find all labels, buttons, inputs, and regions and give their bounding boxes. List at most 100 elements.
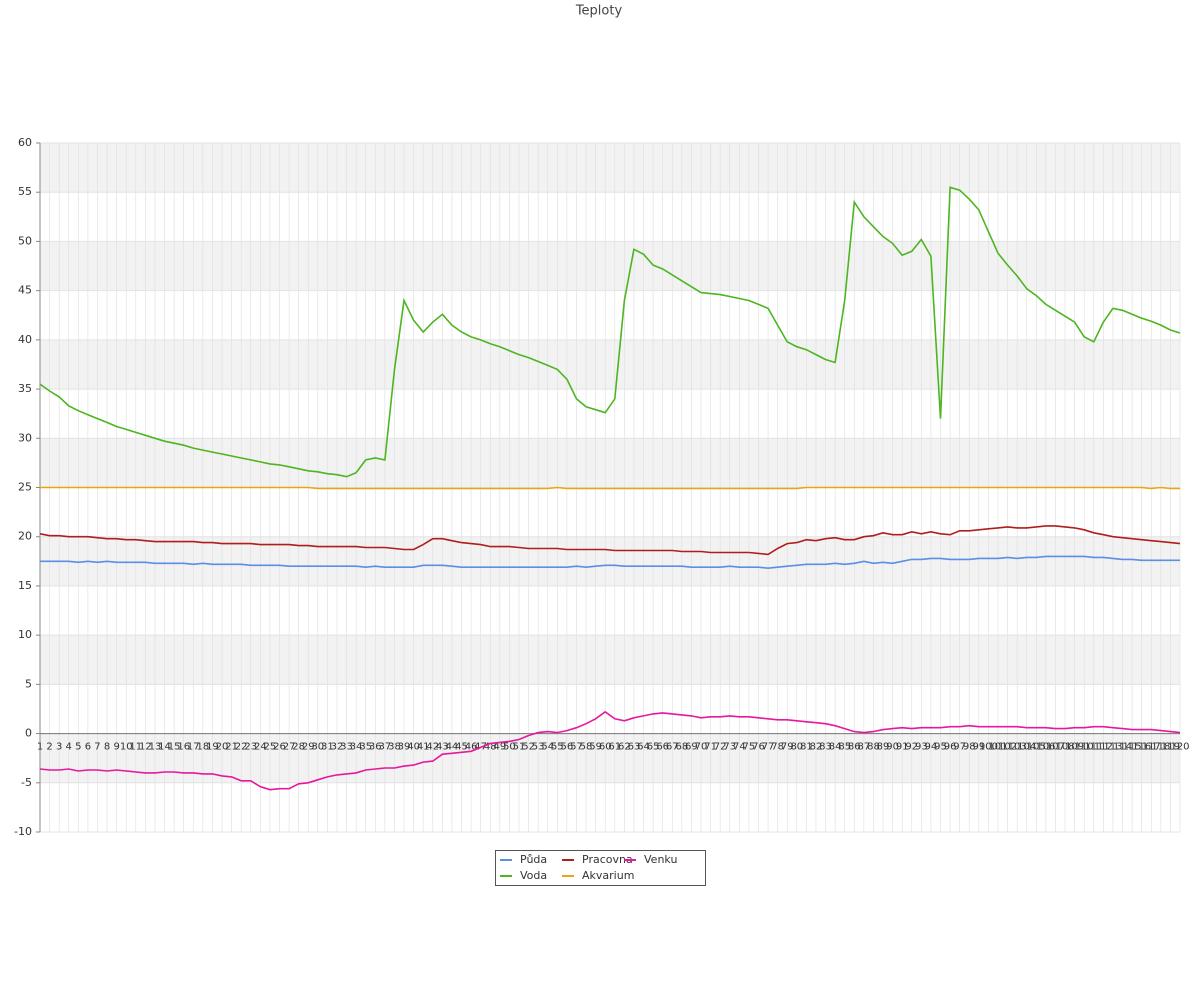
legend-label: Voda bbox=[520, 869, 547, 882]
series-line bbox=[40, 486, 1180, 490]
x-tick-label: 36 bbox=[369, 742, 382, 753]
x-tick-label: 61 bbox=[608, 742, 621, 753]
x-tick-label: 53 bbox=[532, 742, 545, 753]
x-tick-label: 60 bbox=[599, 742, 612, 753]
x-tick-label: 55 bbox=[551, 742, 564, 753]
x-tick-label: 75 bbox=[743, 742, 756, 753]
x-tick-label: 97 bbox=[953, 742, 966, 753]
x-tick-label: 45 bbox=[455, 742, 468, 753]
x-tick-label: 67 bbox=[666, 742, 679, 753]
grid-band bbox=[40, 635, 1180, 685]
x-tick-label: 65 bbox=[647, 742, 660, 753]
x-tick-label: 90 bbox=[886, 742, 899, 753]
x-tick-label: 35 bbox=[359, 742, 372, 753]
y-tick-label: 15 bbox=[18, 579, 32, 592]
series-line bbox=[39, 186, 1181, 478]
x-tick-label: 28 bbox=[292, 742, 305, 753]
x-tick-label: 86 bbox=[848, 742, 861, 753]
x-tick-label: 37 bbox=[379, 742, 392, 753]
grid-band bbox=[40, 536, 1180, 586]
x-tick-label: 99 bbox=[972, 742, 985, 753]
legend-label: Venku bbox=[644, 853, 677, 866]
x-tick-label: 39 bbox=[398, 742, 411, 753]
x-tick-label: 62 bbox=[618, 742, 631, 753]
x-tick-label: 10 bbox=[120, 742, 133, 753]
x-tick-label: 52 bbox=[522, 742, 535, 753]
x-tick-label: 30 bbox=[311, 742, 324, 753]
x-tick-label: 85 bbox=[838, 742, 851, 753]
x-tick-label: 92 bbox=[905, 742, 918, 753]
x-tick-label: 74 bbox=[733, 742, 746, 753]
x-tick-label: 3 bbox=[56, 742, 62, 753]
x-tick-label: 91 bbox=[896, 742, 909, 753]
x-tick-label: 56 bbox=[561, 742, 574, 753]
x-tick-label: 23 bbox=[244, 742, 257, 753]
x-tick-label: 21 bbox=[225, 742, 238, 753]
x-tick-label: 114 bbox=[1113, 742, 1132, 753]
y-tick-label: 10 bbox=[18, 628, 32, 641]
x-tick-label: 111 bbox=[1084, 742, 1103, 753]
x-tick-label: 120 bbox=[1170, 742, 1189, 753]
x-tick-label: 80 bbox=[790, 742, 803, 753]
y-tick-label: 45 bbox=[18, 284, 32, 297]
x-tick-label: 68 bbox=[675, 742, 688, 753]
series-line bbox=[39, 525, 1181, 556]
x-tick-label: 89 bbox=[877, 742, 890, 753]
x-tick-label: 32 bbox=[331, 742, 344, 753]
x-tick-label: 19 bbox=[206, 742, 219, 753]
x-tick-label: 20 bbox=[216, 742, 229, 753]
x-tick-label: 31 bbox=[321, 742, 334, 753]
x-tick-label: 42 bbox=[426, 742, 439, 753]
x-tick-label: 12 bbox=[139, 742, 152, 753]
x-tick-label: 4 bbox=[66, 742, 72, 753]
x-tick-label: 77 bbox=[762, 742, 775, 753]
chart-title: Teploty bbox=[575, 4, 623, 19]
x-tick-label: 88 bbox=[867, 742, 880, 753]
x-tick-label: 83 bbox=[819, 742, 832, 753]
legend-label: Půda bbox=[520, 853, 547, 866]
y-tick-label: 20 bbox=[18, 530, 32, 543]
x-tick-label: 24 bbox=[254, 742, 267, 753]
x-tick-label: 95 bbox=[934, 742, 947, 753]
grid-band bbox=[40, 733, 1180, 783]
y-tick-label: 55 bbox=[18, 185, 32, 198]
x-tick-label: 104 bbox=[1017, 742, 1036, 753]
x-tick-label: 58 bbox=[580, 742, 593, 753]
x-tick-label: 110 bbox=[1075, 742, 1094, 753]
x-tick-label: 118 bbox=[1151, 742, 1170, 753]
x-tick-label: 40 bbox=[407, 742, 420, 753]
x-tick-label: 73 bbox=[723, 742, 736, 753]
x-tick-label: 54 bbox=[541, 742, 554, 753]
x-tick-label: 48 bbox=[484, 742, 497, 753]
x-tick-label: 59 bbox=[589, 742, 602, 753]
x-tick-label: 57 bbox=[570, 742, 583, 753]
x-tick-label: 82 bbox=[810, 742, 823, 753]
grid-band bbox=[40, 241, 1180, 291]
x-tick-label: 66 bbox=[656, 742, 669, 753]
x-tick-label: 29 bbox=[302, 742, 315, 753]
x-tick-label: 81 bbox=[800, 742, 813, 753]
legend-label: Pracovna bbox=[582, 853, 633, 866]
x-tick-label: 50 bbox=[503, 742, 516, 753]
x-tick-label: 76 bbox=[752, 742, 765, 753]
x-tick-label: 84 bbox=[829, 742, 842, 753]
y-tick-label: 5 bbox=[25, 677, 32, 690]
x-tick-label: 79 bbox=[781, 742, 794, 753]
y-tick-label: 30 bbox=[18, 431, 32, 444]
grid-band bbox=[40, 143, 1180, 193]
x-tick-label: 102 bbox=[998, 742, 1017, 753]
series-line bbox=[40, 555, 1180, 570]
x-tick-label: 22 bbox=[235, 742, 248, 753]
x-tick-label: 5 bbox=[75, 742, 81, 753]
x-tick-label: 100 bbox=[979, 742, 998, 753]
x-tick-label: 9 bbox=[113, 742, 119, 753]
x-tick-label: 27 bbox=[283, 742, 296, 753]
x-tick-label: 7 bbox=[94, 742, 100, 753]
x-tick-label: 46 bbox=[465, 742, 478, 753]
x-tick-label: 43 bbox=[436, 742, 449, 753]
y-tick-label: -5 bbox=[21, 776, 32, 789]
x-tick-label: 14 bbox=[158, 742, 171, 753]
x-tick-label: 13 bbox=[149, 742, 162, 753]
y-tick-label: 60 bbox=[18, 136, 32, 149]
